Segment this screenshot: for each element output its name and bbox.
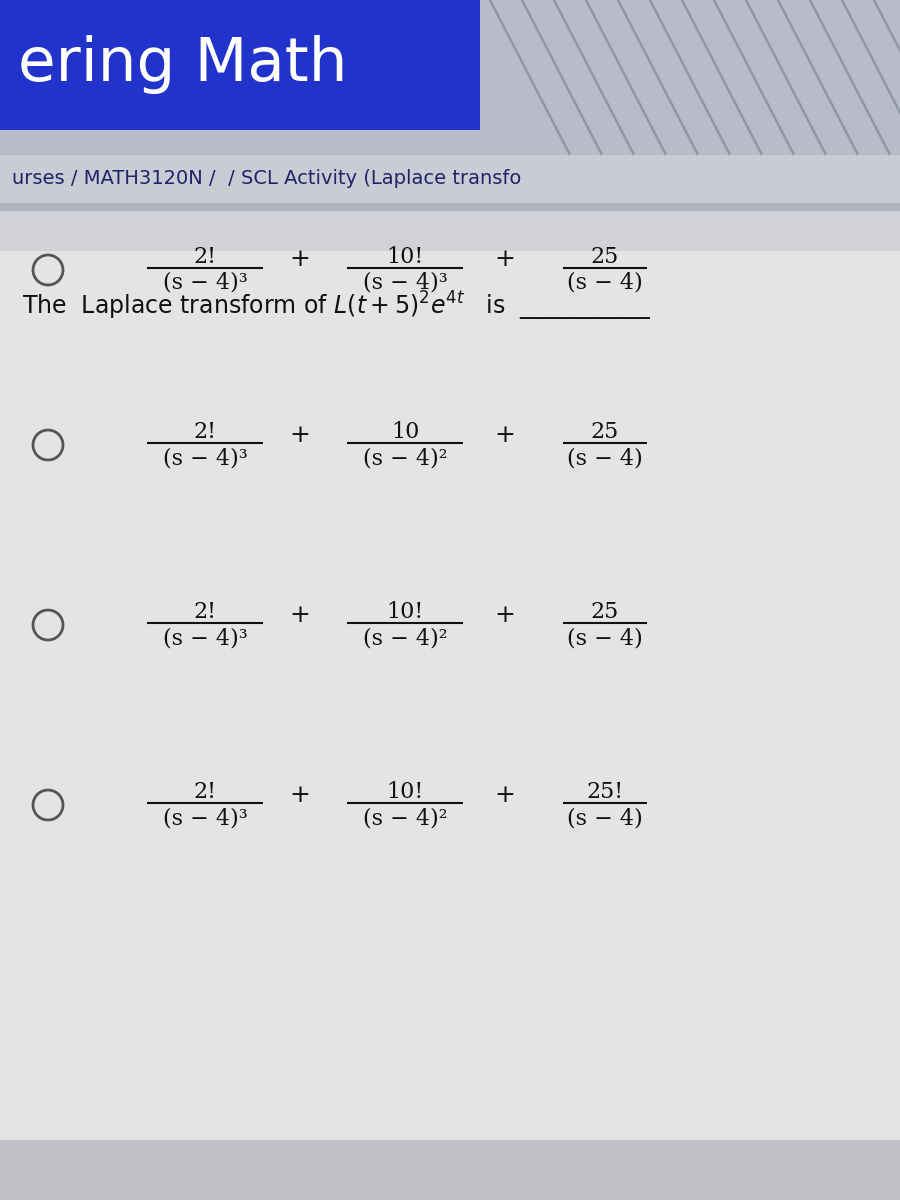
Text: The  Laplace transform of $\mathit{L}(t+5)^2e^{4t}$   is  ___________: The Laplace transform of $\mathit{L}(t+5…	[22, 289, 652, 323]
Text: urses / MATH3120N /  / SCL Activity (Laplace transfo: urses / MATH3120N / / SCL Activity (Lapl…	[12, 169, 521, 188]
Text: 2!: 2!	[194, 246, 217, 268]
Bar	[0, 211, 900, 251]
Text: (s − 4)³: (s − 4)³	[163, 272, 248, 294]
Text: (s − 4): (s − 4)	[567, 446, 643, 469]
Text: 25: 25	[591, 421, 619, 443]
Bar	[0, 155, 900, 203]
Text: +: +	[495, 784, 516, 806]
Text: 2!: 2!	[194, 781, 217, 803]
Bar	[0, 251, 900, 1140]
Bar	[0, 0, 900, 155]
Text: +: +	[495, 248, 516, 271]
Text: +: +	[495, 604, 516, 626]
Text: 25: 25	[591, 246, 619, 268]
Text: +: +	[495, 424, 516, 446]
Text: (s − 4)²: (s − 4)²	[363, 626, 447, 649]
Text: 2!: 2!	[194, 601, 217, 623]
Text: (s − 4): (s − 4)	[567, 806, 643, 829]
Bar	[0, 1140, 900, 1200]
Text: (s − 4)³: (s − 4)³	[163, 626, 248, 649]
Text: (s − 4)³: (s − 4)³	[363, 272, 447, 294]
Text: 10!: 10!	[386, 781, 424, 803]
Text: +: +	[290, 424, 310, 446]
Bar	[0, 0, 480, 130]
Text: +: +	[290, 784, 310, 806]
Text: ering Math: ering Math	[18, 36, 347, 95]
Text: 25: 25	[591, 601, 619, 623]
Text: (s − 4): (s − 4)	[567, 626, 643, 649]
Text: 10!: 10!	[386, 601, 424, 623]
Text: 10!: 10!	[386, 246, 424, 268]
Text: (s − 4): (s − 4)	[567, 272, 643, 294]
Text: 2!: 2!	[194, 421, 217, 443]
Text: (s − 4)²: (s − 4)²	[363, 806, 447, 829]
Text: (s − 4)³: (s − 4)³	[163, 446, 248, 469]
Text: 25!: 25!	[587, 781, 624, 803]
Bar	[0, 203, 900, 211]
Text: 10: 10	[391, 421, 419, 443]
Text: (s − 4)³: (s − 4)³	[163, 806, 248, 829]
Text: (s − 4)²: (s − 4)²	[363, 446, 447, 469]
Text: +: +	[290, 604, 310, 626]
Text: +: +	[290, 248, 310, 271]
